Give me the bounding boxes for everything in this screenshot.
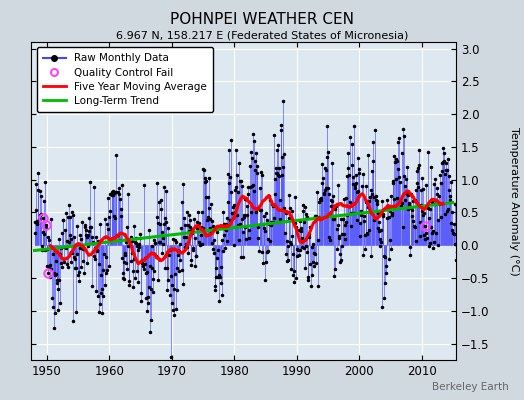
Legend: Raw Monthly Data, Quality Control Fail, Five Year Moving Average, Long-Term Tren: Raw Monthly Data, Quality Control Fail, … [37,47,213,112]
Text: POHNPEI WEATHER CEN: POHNPEI WEATHER CEN [170,12,354,27]
Text: Berkeley Earth: Berkeley Earth [432,382,508,392]
Text: 6.967 N, 158.217 E (Federated States of Micronesia): 6.967 N, 158.217 E (Federated States of … [116,30,408,40]
Y-axis label: Temperature Anomaly (°C): Temperature Anomaly (°C) [509,127,519,275]
